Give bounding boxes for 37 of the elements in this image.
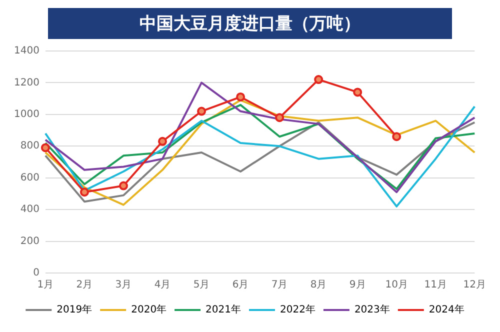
point — [158, 136, 167, 146]
point — [197, 106, 206, 116]
chart-title: 中国大豆月度进口量（万吨） — [48, 8, 452, 39]
point — [236, 92, 246, 102]
y-tick-label: 400 — [20, 204, 40, 216]
x-tick-label: 10月 — [385, 280, 408, 291]
x-tick-label: 12月 — [463, 280, 486, 291]
x-tick-label: 11月 — [424, 280, 447, 291]
y-tick-label: 200 — [20, 236, 40, 247]
x-tick-label: 4月 — [154, 280, 171, 291]
y-tick-label: 1200 — [14, 77, 40, 88]
x-tick-label: 8月 — [310, 280, 327, 291]
legend-label: 2022年 — [280, 304, 316, 316]
x-tick-label: 5月 — [193, 280, 210, 291]
legend-label: 2019年 — [56, 304, 92, 316]
x-tick-label: 3月 — [115, 280, 132, 291]
point — [392, 132, 402, 142]
point — [80, 188, 89, 197]
x-tick-label: 1月 — [37, 280, 54, 291]
x-tick-label: 9月 — [349, 280, 366, 291]
point — [353, 88, 362, 97]
y-tick-label: 800 — [20, 140, 40, 152]
x-tick-label: 7月 — [271, 280, 288, 291]
legend-label: 2024年 — [428, 304, 464, 316]
point — [275, 113, 284, 122]
point — [40, 143, 50, 152]
legend-label: 2023年 — [354, 304, 390, 316]
y-tick-label: 600 — [20, 172, 40, 184]
point — [118, 181, 128, 190]
x-tick-label: 6月 — [232, 280, 249, 291]
point — [314, 75, 324, 84]
legend-label: 2020年 — [131, 304, 167, 316]
y-tick-label: 1000 — [14, 109, 40, 120]
x-tick-label: 2月 — [76, 280, 93, 291]
y-tick-label: 1400 — [14, 46, 40, 57]
legend-label: 2021年 — [206, 304, 242, 316]
y-tick-label: 0 — [33, 268, 40, 279]
